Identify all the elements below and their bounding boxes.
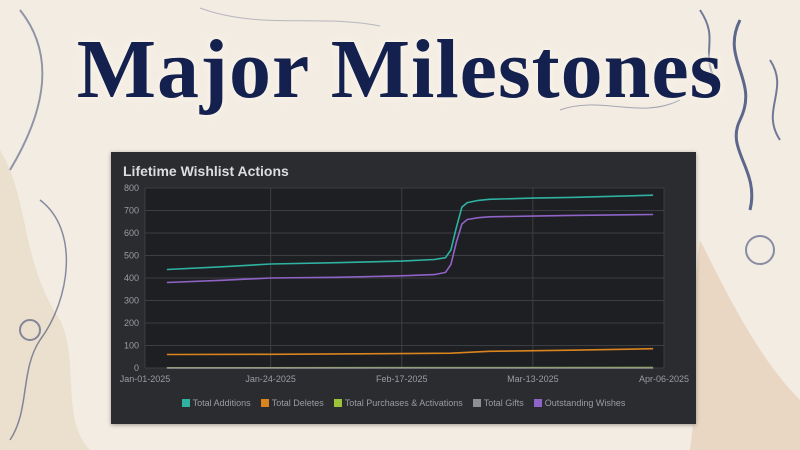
legend-item[interactable]: Total Deletes xyxy=(260,398,324,408)
legend-swatch xyxy=(472,399,481,407)
legend-item[interactable]: Total Purchases & Activations xyxy=(333,398,463,408)
y-tick-label: 500 xyxy=(124,251,139,261)
legend-label: Total Gifts xyxy=(483,398,524,408)
chart-panel: Lifetime Wishlist Actions 0 100 200 300 400 5… xyxy=(111,152,696,424)
y-tick-label: 100 xyxy=(124,341,139,351)
legend-item[interactable]: Total Additions xyxy=(181,398,251,408)
legend-label: Total Purchases & Activations xyxy=(344,398,463,408)
y-tick-label: 600 xyxy=(124,228,139,238)
x-tick-label: Jan-01-2025 xyxy=(120,374,171,384)
legend-item[interactable]: Total Gifts xyxy=(472,398,524,408)
chart-title: Lifetime Wishlist Actions xyxy=(123,163,289,179)
headline: Major Milestones xyxy=(76,23,724,116)
series-line-total-additions xyxy=(166,194,654,271)
wishlist-line-chart: 0 100 200 300 400 500 600 700 800 Jan-01-2025 Jan-… xyxy=(120,183,689,384)
legend-swatch xyxy=(533,399,542,407)
legend-swatch xyxy=(260,399,269,407)
y-tick-label: 0 xyxy=(134,363,139,373)
x-tick-label: Jan-24-2025 xyxy=(245,374,296,384)
legend-label: Total Additions xyxy=(192,398,251,408)
legend-label: Total Deletes xyxy=(271,398,324,408)
y-tick-label: 800 xyxy=(124,183,139,193)
legend-swatch xyxy=(181,399,190,407)
x-tick-label: Feb-17-2025 xyxy=(376,374,428,384)
y-tick-label: 300 xyxy=(124,296,139,306)
legend-item[interactable]: Outstanding Wishes xyxy=(533,398,626,408)
y-tick-label: 700 xyxy=(124,206,139,216)
y-tick-label: 400 xyxy=(124,273,139,283)
series-line-outstanding-wishes xyxy=(166,213,654,284)
x-tick-label: Mar-13-2025 xyxy=(507,374,559,384)
legend-swatch xyxy=(333,399,342,407)
x-tick-label: Apr-06-2025 xyxy=(639,374,689,384)
legend-label: Outstanding Wishes xyxy=(544,398,626,408)
series-line-total-deletes xyxy=(166,347,654,356)
y-tick-label: 200 xyxy=(124,318,139,328)
chart-legend: Total Additions Total Deletes Total Purcha… xyxy=(111,398,696,408)
